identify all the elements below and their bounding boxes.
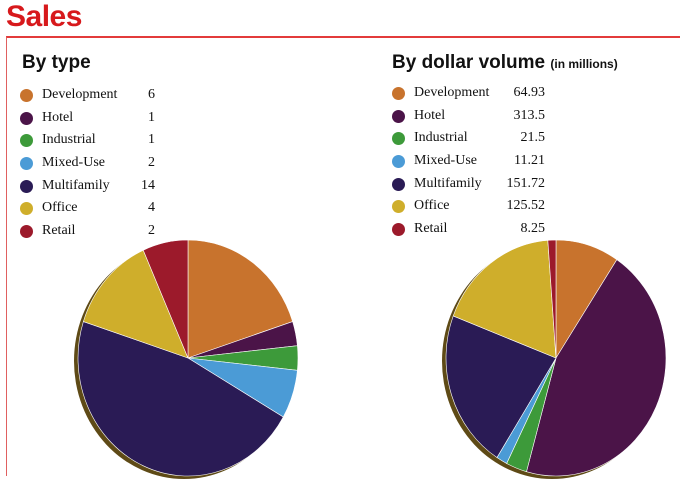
legend-value: 14 <box>141 177 155 193</box>
legend-item-development: Development 6 <box>20 87 160 110</box>
legend-label: Industrial <box>414 130 468 146</box>
page-title: Sales <box>6 0 82 33</box>
legend-item-development: Development 64.93 <box>392 85 547 108</box>
chart-title-text: By dollar volume <box>392 52 546 73</box>
legend-label: Hotel <box>414 107 446 123</box>
pie-slice-multifamily <box>445 315 557 458</box>
legend-value: 11.21 <box>514 153 545 169</box>
legend-item-office: Office 125.52 <box>392 198 547 221</box>
pie-slice-multifamily <box>77 321 284 477</box>
legend-value: 125.52 <box>506 198 546 214</box>
pie-slice-retail <box>142 239 189 359</box>
legend-label: Development <box>414 85 490 100</box>
legend-label: Mixed-Use <box>42 155 105 171</box>
pie-slice-retail <box>547 239 557 359</box>
chart-title-by-type: By type <box>22 52 91 74</box>
legend-by-dollar-volume: Development 64.93 Hotel 313.5 Industrial 21.5… <box>392 85 547 244</box>
legend-item-mixed-use: Mixed-Use 11.21 <box>392 153 547 176</box>
legend-item-industrial: Industrial 1 <box>20 132 160 155</box>
legend-swatch <box>20 89 33 102</box>
legend-label: Office <box>414 198 450 214</box>
legend-item-industrial: Industrial 21.5 <box>392 130 547 153</box>
legend-item-hotel: Hotel 1 <box>20 110 160 133</box>
pie-chart-by-type <box>74 239 299 479</box>
chart-subtitle: (in millions) <box>550 57 618 71</box>
legend-item-multifamily: Multifamily 151.72 <box>392 176 547 199</box>
legend-value: 313.5 <box>513 107 546 123</box>
legend-label: Mixed-Use <box>414 153 477 169</box>
legend-item-multifamily: Multifamily 14 <box>20 178 160 201</box>
chart-frame <box>6 36 680 476</box>
legend-swatch <box>20 111 33 125</box>
legend-value: 151.72 <box>506 175 546 191</box>
legend-swatch <box>392 109 405 123</box>
legend-value: 2 <box>148 223 155 239</box>
legend-swatch <box>392 200 405 214</box>
legend-swatch <box>392 155 405 169</box>
legend-label: Multifamily <box>414 175 482 191</box>
legend-swatch <box>20 157 33 171</box>
legend-swatch <box>20 134 33 148</box>
legend-item-retail: Retail 8.25 <box>392 221 547 244</box>
legend-swatch <box>392 223 405 237</box>
legend-value: 4 <box>148 200 155 216</box>
legend-value: 1 <box>148 109 155 125</box>
legend-by-type: Development 6 Hotel 1 Industrial 1 Mixed-Use 2 M… <box>20 87 160 246</box>
legend-value: 64.93 <box>513 85 546 100</box>
legend-label: Industrial <box>42 132 96 148</box>
legend-item-office: Office 4 <box>20 200 160 223</box>
legend-swatch <box>20 202 33 216</box>
pie-slice-development <box>187 239 293 359</box>
legend-swatch <box>392 132 405 146</box>
legend-value: 2 <box>148 155 155 171</box>
legend-label: Office <box>42 200 78 216</box>
legend-swatch <box>392 87 405 100</box>
legend-item-mixed-use: Mixed-Use 2 <box>20 155 160 178</box>
legend-value: 1 <box>148 132 155 148</box>
legend-label: Hotel <box>42 109 74 125</box>
legend-value: 6 <box>148 87 155 102</box>
legend-swatch <box>20 225 33 239</box>
legend-item-retail: Retail 2 <box>20 223 160 246</box>
legend-swatch <box>20 179 33 193</box>
pie-slice-office <box>452 240 557 359</box>
pie-slice-office <box>83 249 189 359</box>
legend-label: Development <box>42 87 118 102</box>
legend-value: 21.5 <box>520 130 546 146</box>
chart-title-by-dollar-volume: By dollar volume (in millions) <box>392 52 618 74</box>
legend-label: Multifamily <box>42 177 110 193</box>
legend-label: Retail <box>42 223 76 239</box>
pie-chart-by-dollar-volume <box>442 239 667 479</box>
legend-value: 8.25 <box>520 221 546 237</box>
legend-swatch <box>392 177 405 191</box>
pie-slice-hotel <box>526 259 667 477</box>
chart-title-text: By type <box>22 52 91 73</box>
legend-item-hotel: Hotel 313.5 <box>392 108 547 131</box>
legend-label: Retail <box>414 221 448 237</box>
